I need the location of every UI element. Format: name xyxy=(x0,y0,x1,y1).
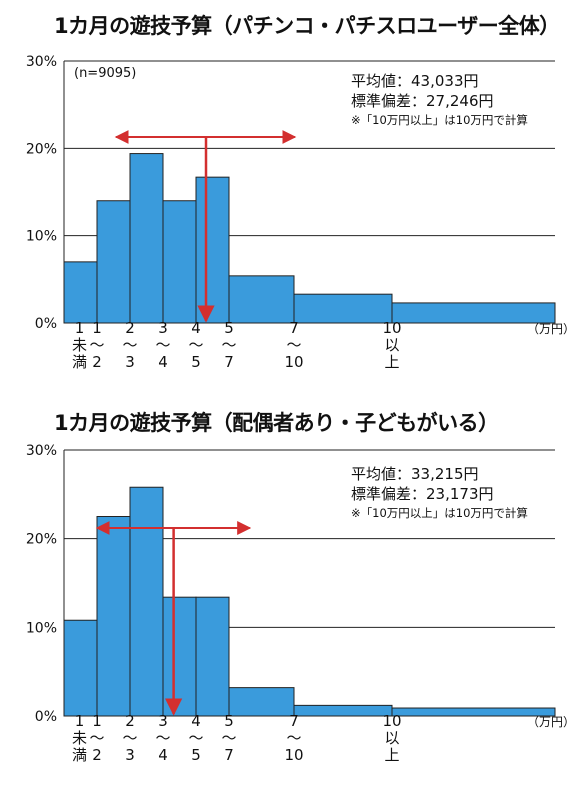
sd-label: 標準偏差：27,246円 xyxy=(351,92,494,110)
histogram-bar xyxy=(195,176,230,324)
x-tick-label: 2 〜 3 xyxy=(122,319,137,371)
histogram-bar xyxy=(129,153,164,324)
y-tick-label: 0% xyxy=(35,709,57,725)
histogram-plot: 0% 10% 20% 30% 1 未満1 〜 2 2 〜 3 3 〜 4 4 〜 5 5 〜 7 7 〜 10 10 以上 （万円… xyxy=(26,443,575,764)
x-tick-label: 3 〜 4 xyxy=(155,319,170,371)
x-tick-label: 1 〜 2 xyxy=(89,712,104,764)
y-tick-label: 20% xyxy=(26,141,57,157)
calc-note: ※「10万円以上」は10万円で計算 xyxy=(351,506,528,520)
chart-title: 1カ月の遊技予算（パチンコ・パチスロユーザー全体） xyxy=(54,14,560,38)
x-tick-label: 3 〜 4 xyxy=(155,712,170,764)
x-tick-label: 2 〜 3 xyxy=(122,712,137,764)
x-tick-label: 10 以上 xyxy=(382,712,401,764)
histogram-bar xyxy=(391,707,556,717)
chart-title: 1カ月の遊技予算（配偶者あり・子どもがいる） xyxy=(54,411,499,435)
x-tick-label: 5 〜 7 xyxy=(221,319,236,371)
y-tick-label: 30% xyxy=(26,54,57,70)
histogram-bar xyxy=(228,687,295,717)
sample-size-label: (n=9095) xyxy=(74,66,137,81)
y-tick-label: 10% xyxy=(26,620,57,636)
histogram-bar xyxy=(96,516,131,717)
mean-label: 平均値：43,033円 xyxy=(351,72,479,90)
y-tick-label: 20% xyxy=(26,532,57,548)
histogram-bar xyxy=(162,596,197,717)
x-tick-label: 4 〜 5 xyxy=(188,319,203,371)
stats-box: 平均値：43,033円 標準偏差：27,246円 ※「10万円以上」は10万円で… xyxy=(351,71,528,128)
x-tick-label: 10 以上 xyxy=(382,319,401,371)
x-tick-label: 1 未満 xyxy=(72,319,87,371)
y-tick-label: 10% xyxy=(26,229,57,245)
sd-label: 標準偏差：23,173円 xyxy=(351,485,494,503)
histogram-bar xyxy=(195,596,230,717)
mean-label: 平均値：33,215円 xyxy=(351,465,479,483)
x-tick-label: 5 〜 7 xyxy=(221,712,236,764)
histogram-bar xyxy=(391,302,556,324)
x-tick-label: 1 〜 2 xyxy=(89,319,104,371)
x-tick-label: 7 〜 10 xyxy=(284,712,303,764)
histogram-plot: 0% 10% 20% 30% 1 未満1 〜 2 2 〜 3 3 〜 4 4 〜 5 5 〜 7 7 〜 10 10 以上 （万円… xyxy=(26,54,575,371)
unit-label: （万円） xyxy=(527,715,575,729)
histogram-bar xyxy=(96,200,131,324)
histogram-bar xyxy=(162,200,197,324)
x-tick-label: 1 未満 xyxy=(72,712,87,764)
chart-overall: 1カ月の遊技予算（パチンコ・パチスロユーザー全体） 0% 10% 20% 30% 1 未満… xyxy=(0,0,579,395)
calc-note: ※「10万円以上」は10万円で計算 xyxy=(351,113,528,127)
y-tick-label: 0% xyxy=(35,316,57,332)
chart-married-with-children: 1カ月の遊技予算（配偶者あり・子どもがいる） 0% 10% 20% 30% 1 未満 1 〜 2… xyxy=(0,395,579,800)
histogram-bar xyxy=(228,275,295,324)
x-tick-label: 7 〜 10 xyxy=(284,319,303,371)
unit-label: （万円） xyxy=(527,322,575,336)
x-tick-label: 4 〜 5 xyxy=(188,712,203,764)
histogram-bar xyxy=(63,619,98,717)
histogram-bar xyxy=(129,486,164,717)
y-tick-label: 30% xyxy=(26,443,57,459)
histogram-bar xyxy=(63,261,98,324)
histogram-bar xyxy=(293,704,393,717)
histogram-bar xyxy=(293,293,393,324)
stats-box: 平均値：33,215円 標準偏差：23,173円 ※「10万円以上」は10万円で… xyxy=(351,464,528,521)
